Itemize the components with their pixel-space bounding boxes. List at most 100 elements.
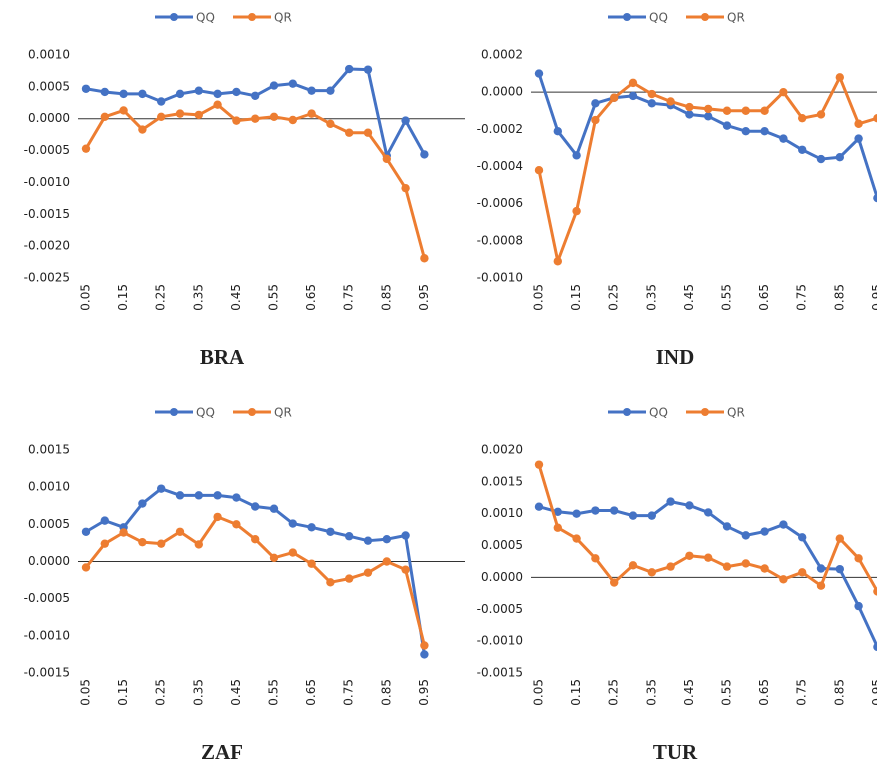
data-point [232, 87, 241, 97]
data-point [138, 499, 147, 508]
x-tick-label: 0.75 [795, 679, 809, 706]
x-tick-label: 0.55 [720, 679, 734, 706]
x-tick-label: 0.95 [417, 679, 431, 706]
x-tick-label: 0.35 [644, 679, 658, 706]
data-point [307, 559, 316, 568]
data-point [138, 89, 147, 99]
legend-label: QQ [649, 11, 668, 25]
legend-marker [623, 13, 631, 21]
panel: 0.0020 0.0015 0.0010 0.0005 0.0000 -0.0005 -0.… [477, 406, 877, 764]
data-point [326, 527, 335, 536]
data-point [251, 114, 260, 123]
data-point [363, 128, 373, 137]
data-point [741, 126, 750, 136]
legend-label: QQ [649, 406, 668, 420]
y-tick-label: 0.0010 [28, 48, 70, 62]
data-point [382, 154, 391, 164]
legend-label: QR [727, 11, 745, 25]
data-point [401, 116, 410, 125]
data-point [610, 506, 619, 515]
data-point [232, 493, 241, 502]
data-point [685, 501, 694, 510]
y-tick-label: 0.0020 [481, 443, 523, 457]
x-tick-label: 0.85 [832, 284, 846, 311]
data-point [251, 91, 260, 100]
data-point [741, 531, 750, 540]
x-tick-label: 0.35 [191, 679, 205, 706]
x-tick-label: 0.25 [154, 284, 168, 311]
data-point [363, 65, 373, 74]
data-point [269, 553, 279, 562]
data-point [704, 508, 713, 517]
legend-marker [170, 408, 178, 416]
x-tick-label: 0.35 [644, 284, 658, 311]
y-tick-label: -0.0010 [477, 634, 523, 648]
x-tick-label: 0.95 [870, 284, 877, 311]
data-point [873, 642, 877, 652]
x-tick-label: 0.55 [267, 679, 281, 706]
data-point [666, 97, 675, 106]
data-point [157, 112, 166, 122]
data-point [345, 574, 354, 583]
data-point [553, 126, 562, 136]
data-point [835, 73, 844, 82]
x-tick-label: 0.85 [379, 679, 393, 706]
data-point [326, 119, 335, 129]
data-point [157, 97, 166, 106]
x-tick-label: 0.65 [757, 679, 771, 706]
data-point [251, 502, 260, 511]
panel: 0.0010 0.0005 0.0000 -0.0005 -0.0010 -0.0015 -… [24, 11, 465, 369]
data-point [194, 110, 203, 120]
data-point [685, 110, 694, 119]
x-tick-label: 0.35 [191, 284, 205, 311]
y-tick-label: -0.0010 [24, 175, 70, 189]
series-line [537, 464, 877, 593]
data-point [647, 99, 656, 108]
y-tick-label: -0.0008 [477, 233, 523, 247]
data-point [628, 561, 638, 570]
y-tick-label: -0.0015 [477, 666, 523, 680]
data-point [100, 516, 110, 525]
data-point [157, 484, 166, 493]
legend-marker [701, 13, 709, 21]
chart-title: IND [656, 345, 695, 369]
data-point [704, 112, 713, 121]
data-point [722, 562, 732, 571]
data-point [420, 641, 429, 650]
x-tick-label: 0.15 [569, 679, 583, 706]
x-tick-label: 0.45 [229, 679, 243, 706]
data-point [722, 121, 732, 130]
x-tick-label: 0.05 [79, 284, 93, 311]
data-point [760, 106, 769, 115]
data-point [194, 540, 203, 549]
legend-label: QQ [196, 11, 215, 25]
x-tick-label: 0.75 [795, 284, 809, 311]
data-point [816, 154, 826, 164]
data-point [835, 153, 844, 162]
data-point [100, 87, 110, 97]
x-tick-label: 0.15 [569, 284, 583, 311]
data-point [119, 106, 128, 115]
series-line [85, 487, 426, 655]
data-point [213, 100, 222, 109]
data-point [288, 519, 297, 528]
data-point [213, 89, 222, 99]
data-point [779, 87, 788, 97]
data-point [854, 134, 863, 143]
y-tick-label: 0.0005 [28, 79, 70, 93]
data-point [345, 128, 354, 137]
x-tick-label: 0.05 [532, 679, 546, 706]
x-tick-label: 0.75 [342, 284, 356, 311]
y-tick-label: 0.0005 [481, 538, 523, 552]
data-point [420, 650, 429, 659]
data-point [591, 554, 600, 563]
y-tick-label: -0.0005 [24, 591, 70, 605]
data-point [760, 564, 769, 573]
x-tick-label: 0.75 [342, 679, 356, 706]
data-point [628, 511, 638, 520]
data-point [572, 534, 581, 543]
legend-marker [170, 13, 178, 21]
x-tick-label: 0.05 [79, 679, 93, 706]
data-point [119, 528, 128, 537]
